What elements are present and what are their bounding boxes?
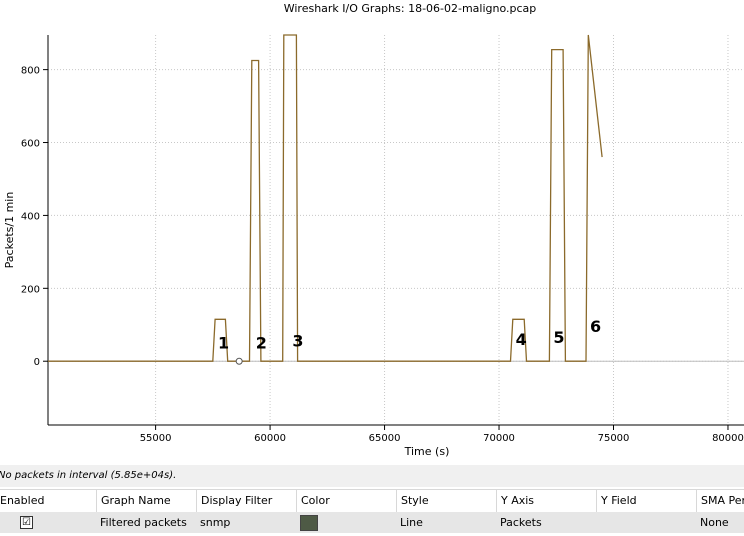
x-tick-label: 65000: [369, 433, 401, 444]
tracer-marker: [235, 357, 243, 365]
header-y-field[interactable]: Y Field: [596, 490, 696, 512]
axis-ticks: 55000 60000 65000 70000 75000 80000 0 200 400 600…: [21, 66, 744, 444]
y-tick-label: 600: [21, 139, 40, 150]
color-swatch[interactable]: [300, 515, 318, 531]
graph-name-cell[interactable]: Filtered packets: [100, 516, 187, 529]
y-tick-label: 0: [34, 357, 40, 368]
window-title: Wireshark I/O Graphs: 18-06-02-maligno.p…: [283, 2, 537, 15]
x-tick-label: 75000: [598, 433, 630, 444]
annotation-label: 1: [218, 333, 229, 352]
table-row[interactable]: ☑ Filtered packets snmp Line Packets Non…: [0, 512, 744, 533]
annotation-label: 5: [553, 328, 564, 347]
display-filter-cell[interactable]: snmp: [200, 516, 231, 529]
table-header: Enabled Graph Name Display Filter Color …: [0, 489, 744, 513]
y-axis-label: Packets/1 min: [3, 192, 16, 269]
annotation-label: 2: [256, 333, 267, 352]
x-axis-label: Time (s): [404, 445, 450, 458]
status-text: No packets in interval (5.85e+04s).: [0, 470, 177, 481]
y-axis-cell[interactable]: Packets: [500, 516, 542, 529]
x-tick-label: 60000: [254, 433, 286, 444]
annotation-label: 3: [292, 332, 303, 351]
status-bar: No packets in interval (5.85e+04s).: [0, 465, 744, 487]
header-color[interactable]: Color: [296, 490, 396, 512]
header-display-filter[interactable]: Display Filter: [196, 490, 296, 512]
series-line: [48, 34, 603, 362]
plot-axes: [47, 35, 744, 426]
x-tick-label: 55000: [140, 433, 172, 444]
annotation-label: 6: [590, 317, 601, 336]
enabled-checkbox[interactable]: ☑: [20, 516, 33, 529]
style-cell[interactable]: Line: [400, 516, 423, 529]
annotation-label: 4: [516, 330, 527, 349]
annotations-layer: 1 2 3 4 5 6: [218, 317, 601, 352]
y-tick-label: 200: [21, 284, 40, 295]
sma-period-cell[interactable]: None: [700, 516, 729, 529]
x-tick-label: 70000: [483, 433, 515, 444]
series-layer: [48, 34, 603, 365]
grid-lines: [48, 35, 744, 425]
header-y-axis[interactable]: Y Axis: [496, 490, 596, 512]
io-graph-plot[interactable]: 55000 60000 65000 70000 75000 80000 0 200 400 600…: [0, 0, 744, 462]
y-tick-label: 800: [21, 66, 40, 77]
x-tick-label: 80000: [712, 433, 744, 444]
graph-table[interactable]: Enabled Graph Name Display Filter Color …: [0, 489, 744, 536]
header-style[interactable]: Style: [396, 490, 496, 512]
y-tick-label: 400: [21, 211, 40, 222]
header-enabled[interactable]: Enabled: [0, 490, 94, 512]
header-sma-period[interactable]: SMA Period: [696, 490, 744, 512]
header-graph-name[interactable]: Graph Name: [96, 490, 196, 512]
